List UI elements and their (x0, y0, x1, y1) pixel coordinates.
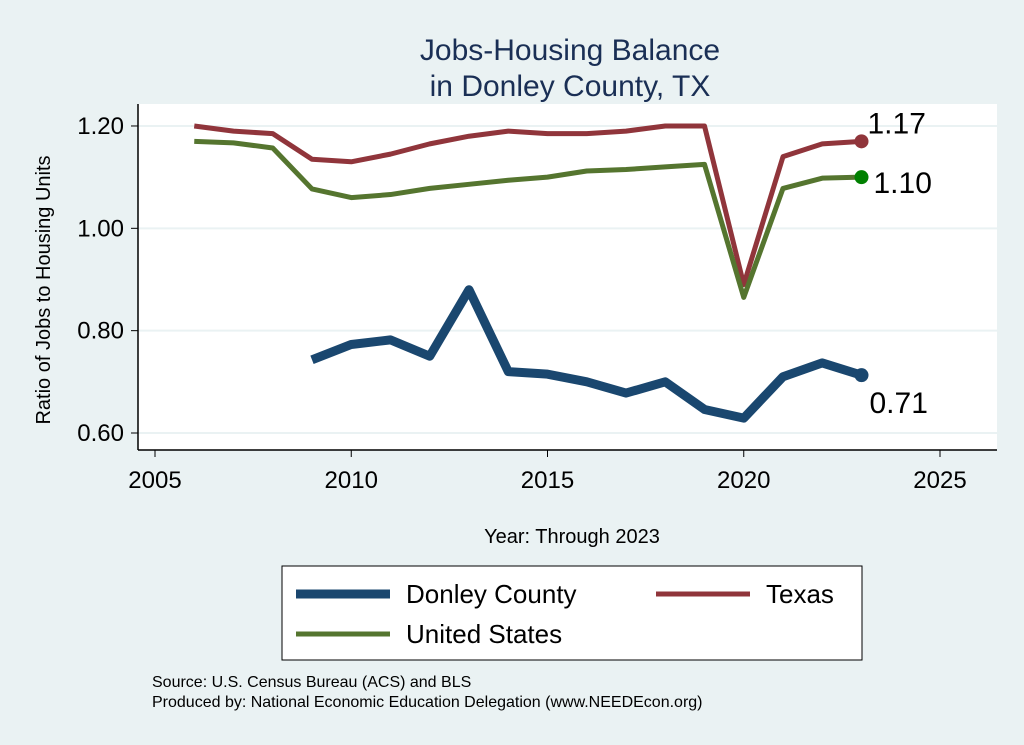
chart-title-line-1: Jobs-Housing Balance (420, 34, 720, 67)
series-line-united-states (194, 138, 862, 300)
legend-label: Donley County (406, 579, 577, 609)
y-axis-label: Ratio of Jobs to Housing Units (33, 155, 55, 424)
chart-title-line-2: in Donley County, TX (430, 70, 711, 103)
legend (281, 565, 863, 661)
series-line-donley-county (310, 285, 863, 423)
plot-area (138, 104, 997, 450)
end-point-marker (854, 134, 869, 149)
source-note: Source: U.S. Census Bureau (ACS) and BLS (152, 674, 471, 691)
y-tick-label: 0.60 (77, 420, 124, 447)
end-point-marker (854, 170, 869, 185)
y-tick-label: 1.00 (77, 215, 124, 242)
x-tick-label: 2020 (717, 467, 770, 494)
legend-label: Texas (766, 579, 834, 609)
x-axis-label: Year: Through 2023 (484, 526, 660, 548)
y-tick-label: 1.20 (77, 113, 124, 140)
x-tick-label: 2005 (128, 467, 181, 494)
produced-by-note: Produced by: National Economic Education… (152, 694, 703, 711)
x-tick-label: 2010 (325, 467, 378, 494)
x-tick-label: 2015 (521, 467, 574, 494)
end-point-marker (854, 368, 869, 383)
legend-label: United States (406, 619, 562, 649)
y-tick-label: 0.80 (77, 318, 124, 345)
series-line-texas (193, 123, 862, 288)
end-value-label: 0.71 (870, 387, 928, 420)
end-value-label: 1.10 (874, 167, 932, 200)
x-tick-label: 2025 (913, 467, 966, 494)
end-value-label: 1.17 (868, 107, 926, 140)
